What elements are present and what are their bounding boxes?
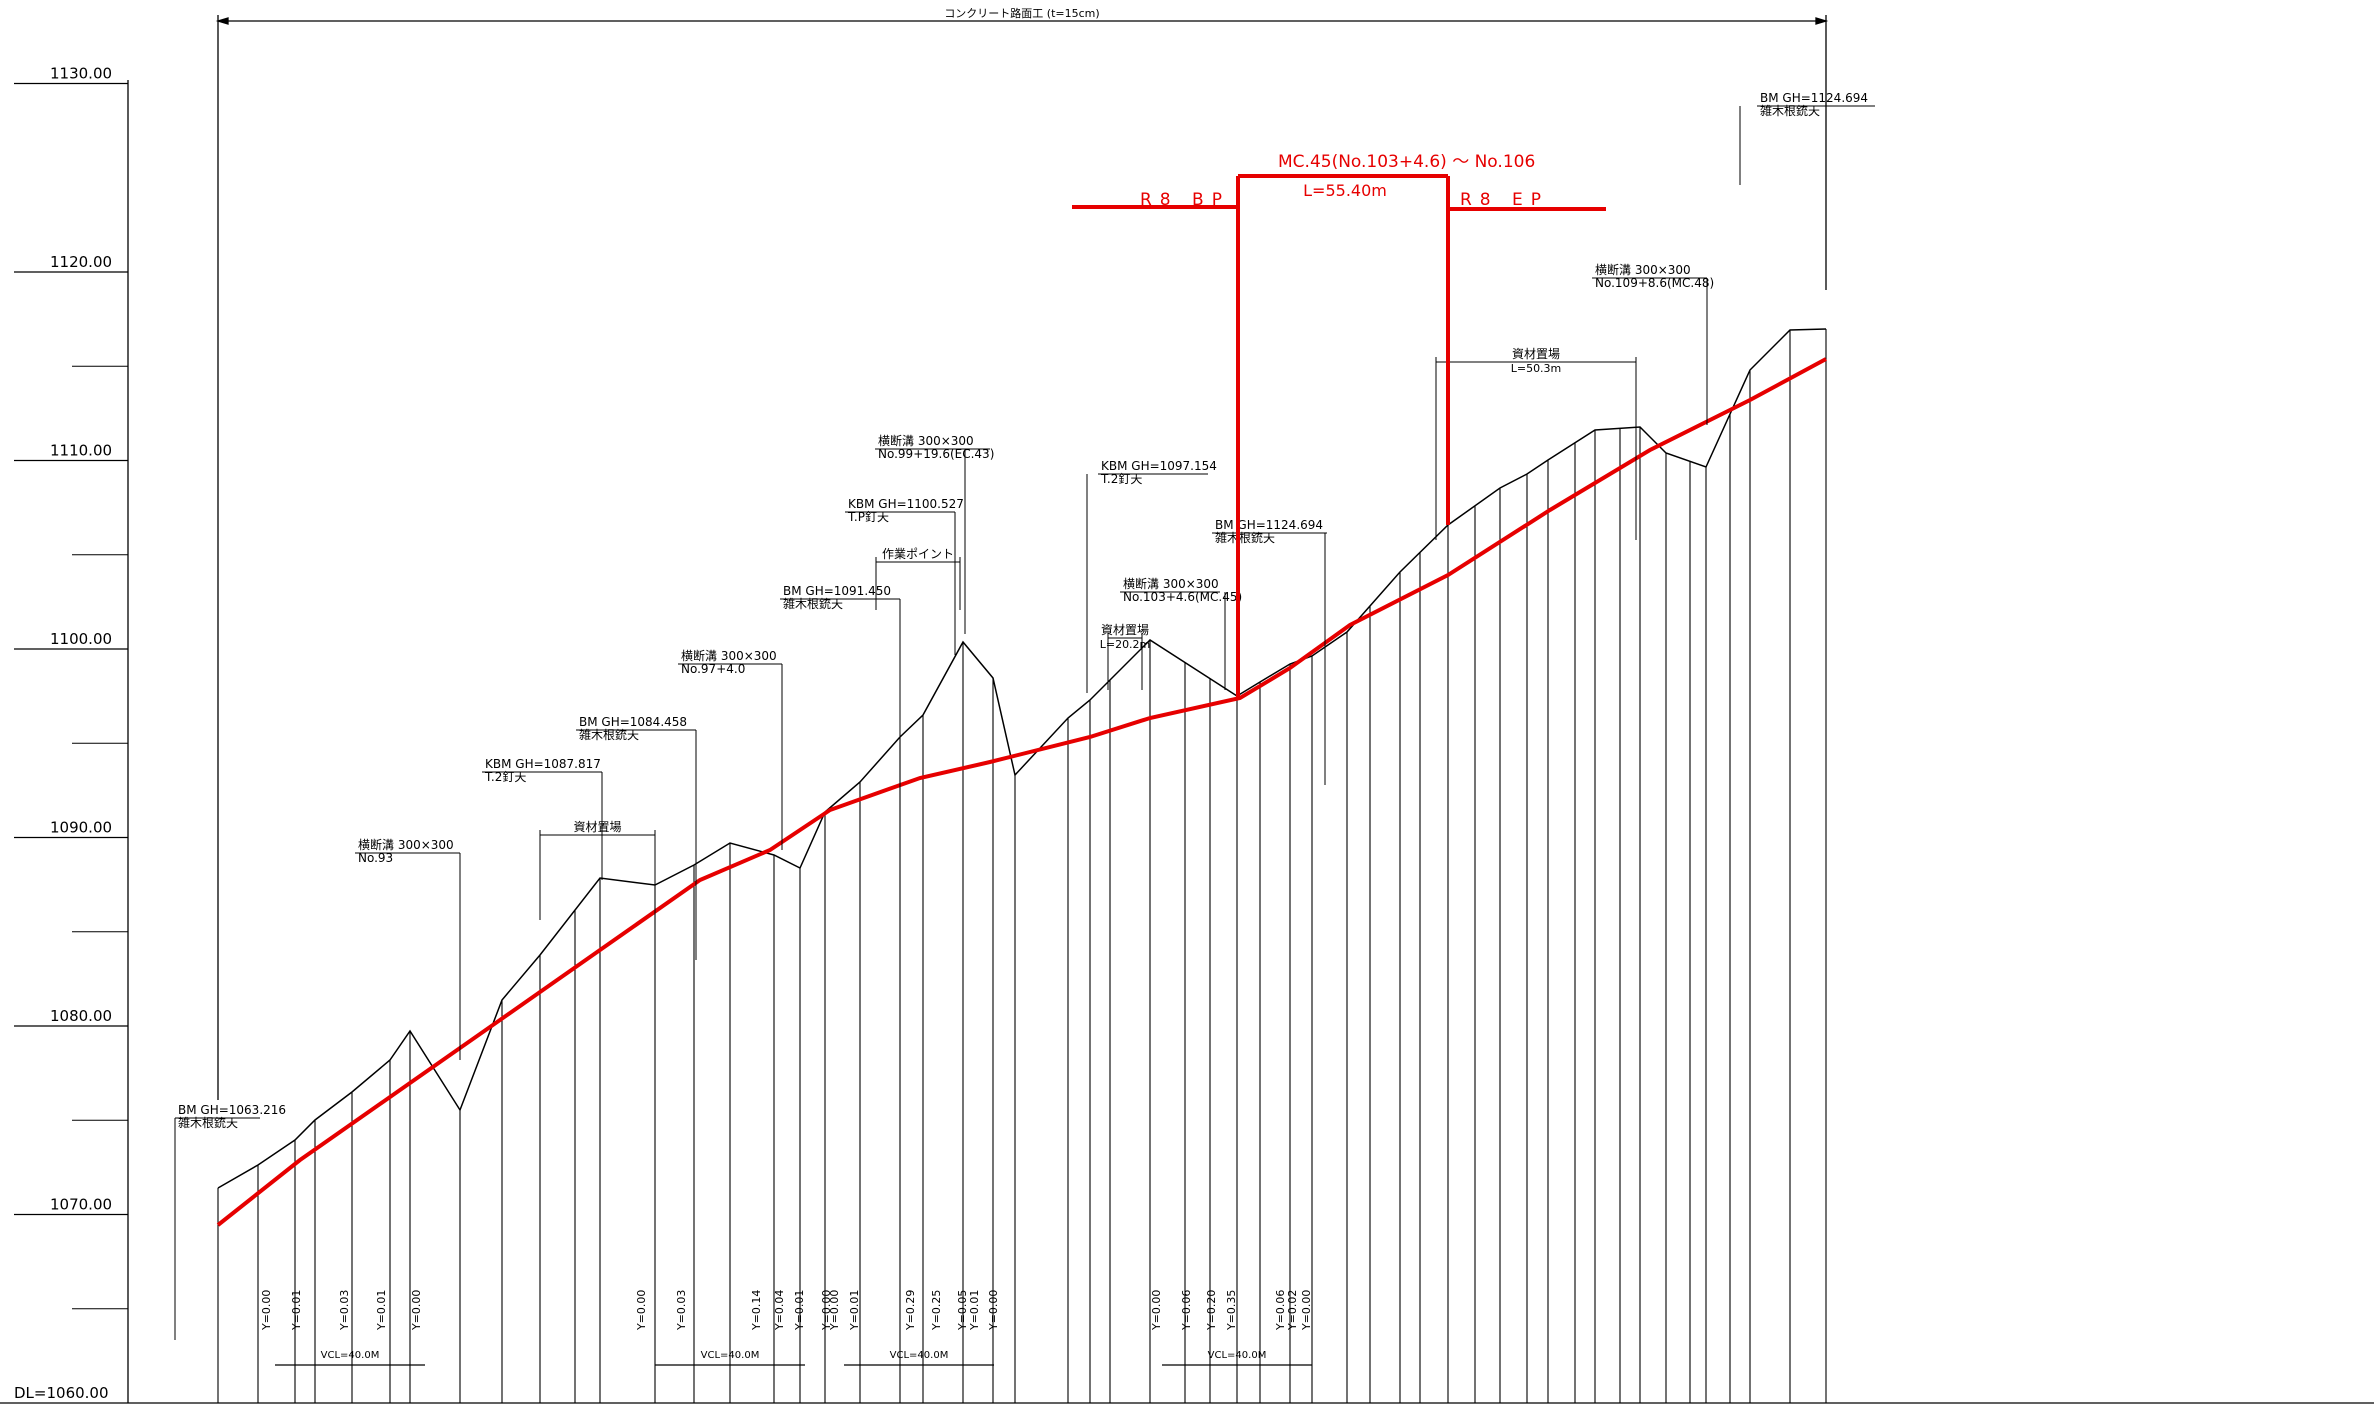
vcl-label: VCL=40.0M [701,1350,760,1361]
y-offset-value: Y=0.00 [260,1290,273,1331]
callout-sublabel: 雑木根銃天 [579,727,639,742]
callout-label: 横断溝 300×300 [681,648,777,663]
y-offset-value: Y=0.29 [904,1290,917,1331]
callout-label: BM GH=1091.450 [783,584,891,598]
callout-label: BM GH=1124.694 [1760,91,1868,105]
vcl-label: VCL=40.0M [890,1350,949,1361]
y-offset-value: Y=0.01 [968,1290,981,1331]
y-offset-value: Y=0.01 [290,1290,303,1331]
section-bp-label: R8 BP [1140,190,1230,210]
y-offset-value: Y=0.06 [1274,1290,1287,1331]
elevation-label: 1130.00 [50,65,112,83]
section-length: L=55.40m [1303,181,1387,200]
section-ep-label: R8 EP [1460,190,1549,210]
y-offset-value: Y=0.02 [1286,1290,1299,1331]
storage-length: L=50.3m [1511,362,1562,375]
callout-label: 横断溝 300×300 [1123,576,1219,591]
storage-length: L=20.2m [1100,638,1151,651]
elevation-label: 1080.00 [50,1007,112,1025]
callout-sublabel: No.103+4.6(MC.45) [1123,590,1242,604]
y-offset-value: Y=0.05 [956,1290,969,1331]
storage-label: 資材置場 [1101,623,1149,637]
ground-profile-line [217,328,1827,1189]
y-offset-value: Y=0.01 [793,1290,806,1331]
callout-label: KBM GH=1087.817 [485,757,601,771]
design-grade-line [216,357,1827,1227]
callout-sublabel: 雑木根銃天 [1215,530,1275,545]
elevation-label: 1070.00 [50,1196,112,1214]
y-offset-value: Y=0.01 [375,1290,388,1331]
callout-label: KBM GH=1100.527 [848,497,964,511]
y-offset-value: Y=0.00 [410,1290,423,1331]
callout-sublabel: 雑木根銃天 [783,596,843,611]
datum-label: DL=1060.00 [14,1384,109,1402]
y-offset-value: Y=0.00 [820,1290,833,1331]
y-offset-value: Y=0.00 [1300,1290,1313,1331]
y-offset-value: Y=0.01 [848,1290,861,1331]
elevation-label: 1110.00 [50,442,112,460]
y-offset-value: Y=0.03 [675,1290,688,1331]
elevation-label: 1100.00 [50,630,112,648]
callout-sublabel: No.109+8.6(MC.48) [1595,276,1714,290]
callout-label: BM GH=1084.458 [579,715,687,729]
section-title: MC.45(No.103+4.6) ～ No.106 [1278,152,1535,172]
callout-sublabel: 雑木根銃天 [1760,103,1820,118]
y-offset-value: Y=0.00 [987,1290,1000,1331]
callout-label: 横断溝 300×300 [878,433,974,448]
y-offset-value: Y=0.00 [635,1290,648,1331]
y-offset-value: Y=0.14 [750,1290,763,1331]
callout-sublabel: T.P釘天 [847,509,889,524]
callout-sublabel: No.97+4.0 [681,662,745,676]
callout-sublabel: No.99+19.6(EC.43) [878,447,994,461]
span-label: コンクリート路面工 (t=15cm) [944,7,1099,20]
callout-label: BM GH=1063.216 [178,1103,286,1117]
vcl-label: VCL=40.0M [1208,1350,1267,1361]
callout-sublabel: T.2釘天 [1100,471,1142,486]
callout-sublabel: 雑木根銃天 [178,1115,238,1130]
callout-label: 横断溝 300×300 [1595,262,1691,277]
y-offset-value: Y=0.20 [1205,1290,1218,1331]
storage-label: 資材置場 [573,820,621,834]
y-offset-value: Y=0.03 [338,1290,351,1331]
y-offset-value: Y=0.25 [930,1290,943,1331]
callout-sublabel: T.2釘天 [484,769,526,784]
callout-label: 横断溝 300×300 [358,837,454,852]
callout-label: KBM GH=1097.154 [1101,459,1217,473]
storage-label: 資材置場 [1512,347,1560,361]
vcl-label: VCL=40.0M [321,1350,380,1361]
storage-label: 作業ポイント [882,547,954,561]
elevation-label: 1120.00 [50,253,112,271]
y-offset-value: Y=0.00 [828,1290,841,1331]
elevation-label: 1090.00 [50,819,112,837]
y-offset-value: Y=0.00 [1150,1290,1163,1331]
y-offset-value: Y=0.04 [773,1290,786,1331]
callout-label: BM GH=1124.694 [1215,518,1323,532]
y-offset-value: Y=0.06 [1180,1290,1193,1331]
y-offset-value: Y=0.35 [1225,1290,1238,1331]
r8-section-box [1072,174,1606,698]
callout-sublabel: No.93 [358,851,393,865]
